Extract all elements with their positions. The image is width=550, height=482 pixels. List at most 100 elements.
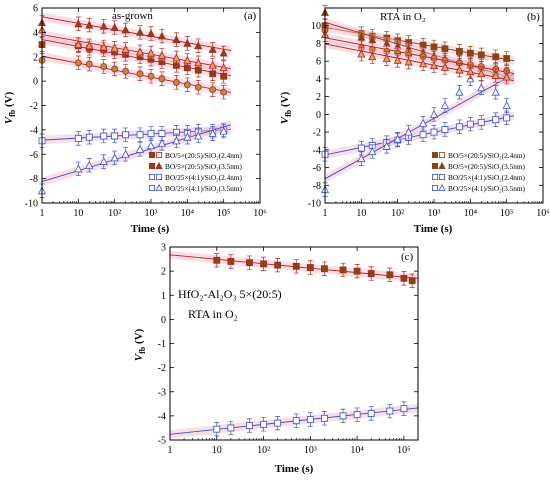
panel-c-series-1-point — [321, 414, 328, 422]
panel-a-series-5-point — [99, 42, 108, 51]
panel-c-series-1 — [169, 401, 419, 439]
panel-a-legend-marker-b — [155, 183, 163, 192]
panel-b-ylabel-sub: fb — [284, 109, 293, 117]
panel-a-series-3-point — [121, 149, 130, 158]
panel-c-series-1-point — [246, 422, 253, 429]
panel-c-series-0-point — [260, 260, 267, 268]
panel-b-legend-marker-b — [438, 151, 445, 158]
panel-b-label: (b) — [527, 11, 540, 23]
panel-b-xlabel: Time (s) — [414, 223, 453, 235]
panel-a-ytick-label: 6 — [33, 4, 38, 15]
panel-a-series-3-point — [208, 129, 217, 137]
panel-c-series-0-point — [227, 258, 235, 265]
panel-c-series-0-point — [408, 277, 416, 285]
panel-c-series-0-point — [367, 270, 375, 277]
panel-a-series-5-point — [172, 53, 181, 62]
panel-a-ylabel-sub: fb — [8, 109, 17, 117]
panel-b-ytick-label: 4 — [316, 74, 321, 85]
panel-a-legend-marker-b — [155, 173, 162, 180]
panel-a-ytick-label: -2 — [30, 101, 38, 112]
panel-b-legend-marker-a — [431, 162, 438, 169]
panel-c-ylabel-unit: (V) — [133, 328, 145, 346]
panel-a-series-5-point — [157, 51, 166, 59]
panel-b-legend-marker-b — [438, 183, 446, 192]
panel-a-legend-label: BO/5×(20:5)/SiO₂(2.4nm) — [165, 151, 243, 160]
panel-a-series-1 — [37, 12, 232, 61]
panel-a-xtick-label: 1 — [40, 208, 45, 219]
panel-b-legend-marker-a — [431, 151, 438, 158]
panel-b-series-3 — [320, 69, 515, 197]
panel-b-series-3-point — [382, 141, 391, 150]
panel-b-axes: -10 -8 -6 -4 -2 0 2 4 6 8 10 1 10 10² 10³ 10⁴ 10⁵ 10⁶ — [308, 8, 550, 219]
panel-b-ytick-label: 2 — [316, 92, 321, 103]
panel-a-xtick-label: 10³ — [145, 208, 158, 219]
panel-a-series-3-point — [219, 126, 228, 135]
panel-b-series-2-point — [357, 144, 365, 152]
panel-b-series-5 — [320, 27, 515, 85]
panel-a-legend-marker-a — [148, 151, 155, 158]
panel-a-ylabel-unit: (V) — [3, 91, 15, 109]
panel-b-series-0-point — [455, 48, 463, 55]
panel-b-series-3-point — [455, 87, 464, 96]
panel-b-series-2-point — [441, 126, 449, 133]
panel-a-xtick-label: 10² — [108, 208, 121, 219]
panel-a-legend-label: BO/25×(4:1)/SiO₂(2.4nm) — [165, 173, 243, 182]
panel-a-ylabel-v: V — [3, 115, 15, 124]
panel-c-ytick-label: -2 — [158, 363, 166, 374]
panel-a-series-1-point — [99, 21, 108, 30]
panel-a-series-1-point — [219, 48, 228, 57]
panel-b-ytick-label: -8 — [313, 181, 321, 192]
panel-a-series-5-point — [208, 60, 217, 69]
panel-b-series-3-point — [368, 147, 377, 155]
panel-b-series-3-point — [502, 101, 511, 109]
panel-a: -10 -8 -6 -4 -2 0 2 4 6 1 10 10² 10³ 10⁴ 10⁵ 10⁶ as-gro… — [3, 4, 267, 236]
panel-a-series-4-point — [220, 88, 228, 96]
panel-a-series-4-point — [100, 63, 108, 70]
panel-c-ytick-label: -5 — [158, 436, 166, 447]
panel-a-xtick-label: 10⁴ — [181, 208, 195, 219]
panel-b-xtick-label: 10⁶ — [536, 208, 550, 219]
panel-c-series-1-point — [213, 425, 221, 433]
panel-b-xtick-label: 10⁵ — [500, 208, 514, 219]
panel-c-annotation-2: RTA in O₂ — [188, 307, 238, 321]
panel-b-ytick-label: 0 — [316, 110, 321, 121]
panel-b-series-0-point — [477, 51, 485, 59]
panel-a-series-5-point — [74, 40, 83, 48]
panel-c-series-0-point — [274, 261, 282, 269]
panel-a-series-1-point — [110, 23, 119, 31]
panel-b-series-5-point — [502, 72, 511, 81]
panel-a-series-3-point — [172, 136, 181, 145]
panel-c-xtick-label: 1 — [168, 445, 173, 456]
panel-c-series-1-point — [339, 412, 347, 420]
panel-a-series-1-point — [208, 44, 217, 53]
panel-a-legend-marker-a — [148, 173, 155, 180]
panel-c-label: (c) — [401, 251, 414, 263]
panel-a-series-1-point — [121, 25, 130, 34]
panel-c-ytick-label: 2 — [161, 267, 166, 278]
panel-a-series-1-point — [157, 31, 166, 40]
panel-b-ylabel-unit: (V) — [279, 91, 291, 109]
panel-c-series-1-point — [260, 420, 267, 428]
panel-a-series-3-point — [85, 160, 94, 169]
panel-a-series-3-point — [183, 132, 192, 141]
panel-b-series-3-point — [404, 127, 413, 136]
panel-b-series-3-point — [429, 109, 439, 118]
panel-a-series-4-point — [85, 60, 93, 68]
panel-a-series-1-point — [183, 38, 192, 47]
panel-a-series-4-point — [158, 75, 166, 83]
panel-c-ylabel: Vfb (V) — [133, 328, 147, 361]
panel-c-ytick-label: 3 — [161, 243, 166, 254]
panel-b-legend-label: BO/5×(20:5)/SiO₂(3.5nm) — [448, 162, 526, 171]
panel-c-xtick-label: 10 — [212, 445, 222, 456]
panel-b-ytick-label: -4 — [313, 145, 321, 156]
panel-a-series-5-point — [194, 58, 203, 67]
panel-a-series-4 — [38, 51, 232, 100]
panel-b-legend-marker-b — [438, 173, 445, 180]
panel-a-ylabel: Vfb (V) — [3, 91, 17, 124]
panel-b-legend-label: BO/25×(4:1)/SiO₂(2.4nm) — [448, 173, 526, 182]
panel-b-series-0-point — [503, 55, 511, 62]
panel-b-series-1-point — [357, 32, 366, 41]
panel-a-series-2-point — [158, 130, 166, 137]
panel-b-ytick-label: 6 — [316, 57, 321, 68]
panel-a-series-2-point — [111, 132, 119, 140]
